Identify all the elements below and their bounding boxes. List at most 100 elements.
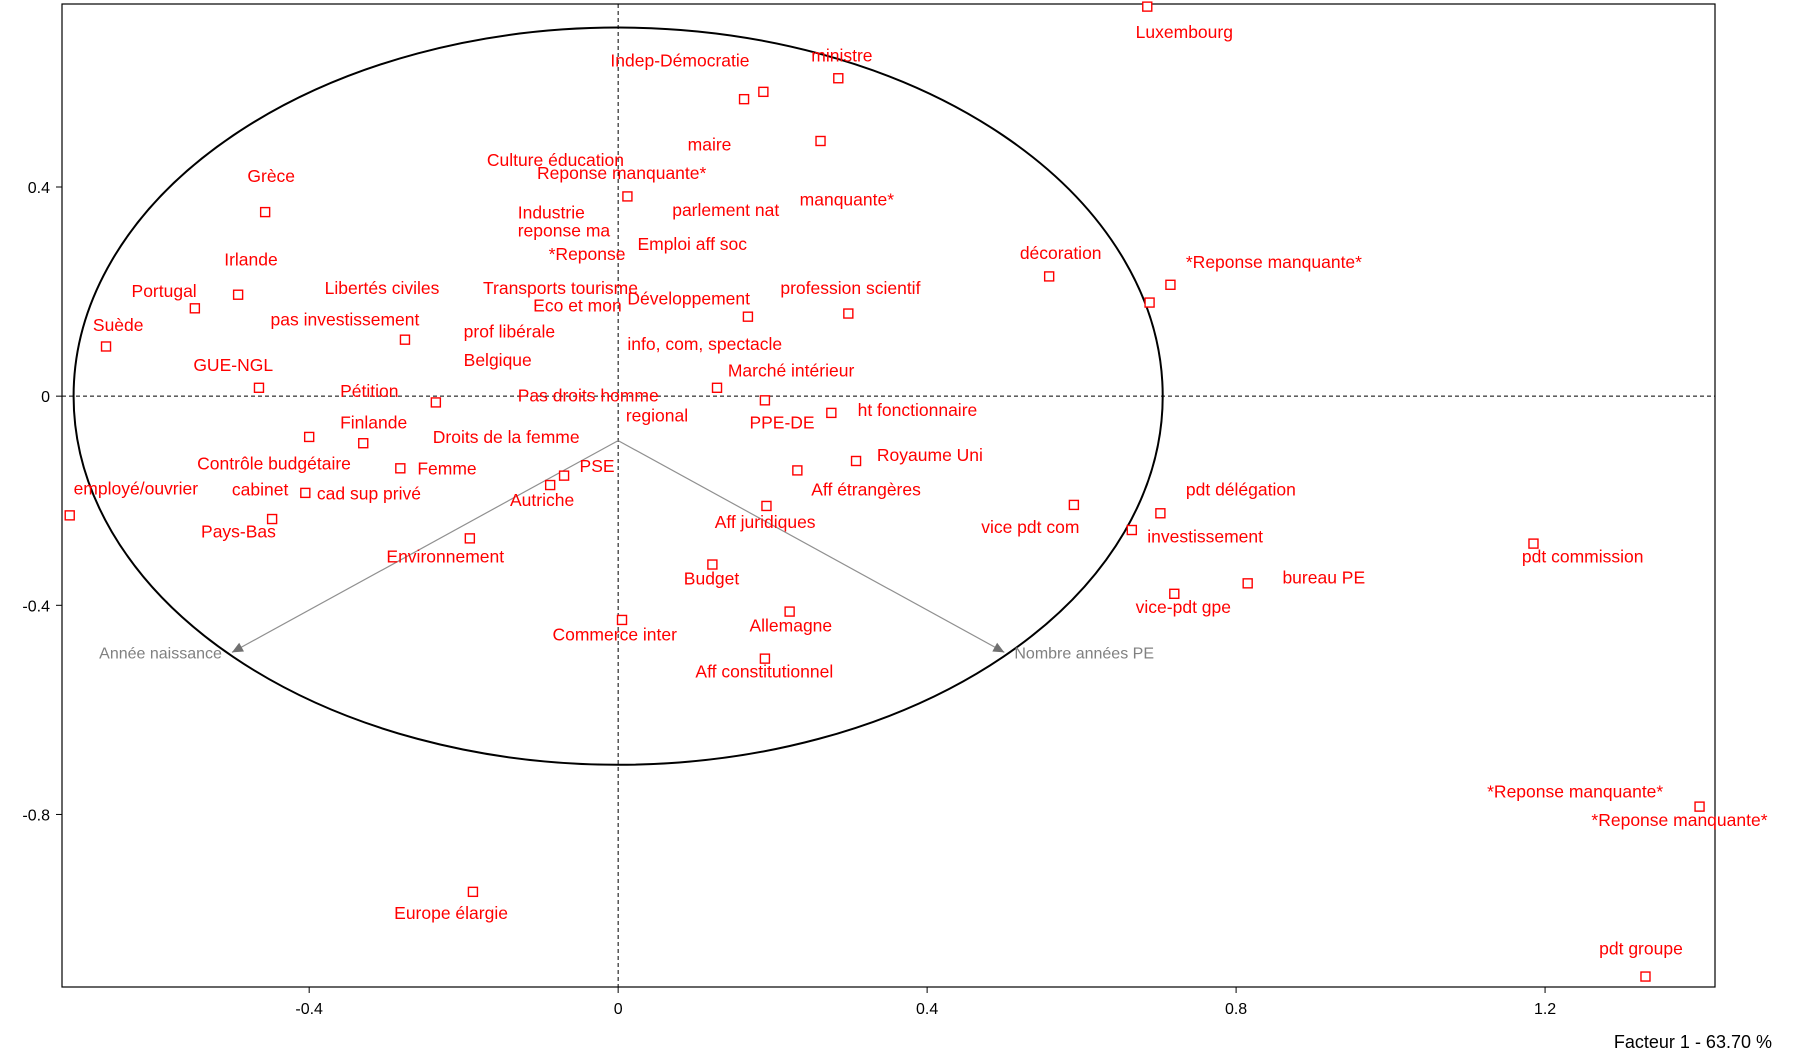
data-point (558, 470, 570, 481)
y-tick-label: -0.8 (22, 807, 50, 824)
data-point (1155, 508, 1166, 519)
data-label: Grèce (247, 166, 295, 186)
data-points (64, 1, 1705, 982)
data-label: Pas droits homme (518, 385, 659, 405)
data-label: Belgique (464, 350, 532, 370)
data-label: PPE-DE (749, 413, 814, 433)
data-label: *Reponse manquante* (1591, 810, 1767, 830)
data-label: Royaume Uni (877, 445, 983, 465)
data-label: *Reponse manquante* (1186, 252, 1362, 272)
data-label: profession scientif (780, 278, 920, 298)
data-label: pdt délégation (1186, 480, 1296, 500)
data-point (100, 341, 112, 352)
x-tick-label: 1.2 (1534, 1001, 1556, 1018)
x-tick-label: 0 (614, 1001, 623, 1018)
y-tick-label: 0 (41, 389, 50, 406)
correlation-ellipse (72, 26, 1164, 766)
data-label: Budget (684, 568, 740, 588)
data-point (738, 93, 750, 105)
data-point (833, 73, 844, 84)
data-point (464, 533, 476, 544)
data-point (622, 191, 633, 202)
data-label: Industrie (518, 202, 585, 222)
data-label: pdt groupe (1599, 939, 1683, 959)
data-point (616, 614, 628, 626)
data-label: pas investissement (271, 310, 420, 330)
data-point (266, 513, 278, 525)
data-label: Finlande (340, 413, 407, 433)
data-point (1640, 971, 1651, 982)
data-point (792, 465, 803, 476)
data-label: GUE-NGL (193, 355, 273, 375)
data-label: *Reponse (549, 244, 626, 264)
data-point (1694, 801, 1705, 812)
data-label: Emploi aff soc (637, 234, 747, 254)
data-label: reponse ma (518, 221, 611, 241)
data-label: Contrôle budgétaire (197, 453, 351, 473)
data-label: Aff juridiques (715, 512, 816, 532)
data-label: Culture éducation (487, 150, 624, 170)
plot-border (61, 3, 1716, 988)
data-label: regional (626, 405, 688, 425)
variable-arrow (231, 440, 619, 653)
data-point (544, 479, 556, 491)
data-point (395, 463, 406, 474)
x-axis-title: Facteur 1 - 63.70 % (1614, 1032, 1772, 1052)
data-point (232, 289, 244, 300)
data-point (759, 395, 771, 406)
data-label: investissement (1147, 527, 1263, 547)
data-label: Eco et mon (533, 295, 622, 315)
variable-arrows: Année naissance Nombre années PE (99, 440, 1154, 662)
data-point (189, 303, 201, 314)
data-point (358, 438, 369, 449)
x-tick-label: -0.4 (295, 1001, 323, 1018)
data-label: Luxembourg (1136, 22, 1233, 42)
data-label: prof libérale (464, 322, 555, 342)
data-label: vice-pdt gpe (1136, 597, 1231, 617)
data-point (758, 86, 769, 98)
variable-label: Nombre années PE (1014, 645, 1154, 662)
data-label: Femme (417, 459, 476, 479)
variable-arrowhead (992, 642, 1005, 653)
data-label: manquante* (800, 189, 895, 209)
data-point (64, 510, 75, 521)
data-label: Marché intérieur (728, 360, 855, 380)
data-label: employé/ouvrier (74, 478, 199, 498)
data-point (1142, 1, 1153, 12)
data-label: vice pdt com (981, 517, 1079, 537)
data-point (1528, 538, 1539, 549)
data-label: Transports tourisme (483, 278, 638, 298)
data-point (467, 886, 479, 898)
data-point (1043, 271, 1055, 282)
data-point (1144, 297, 1155, 308)
data-point (843, 308, 854, 319)
data-label: PSE (580, 456, 615, 476)
data-label: ht fonctionnaire (858, 400, 978, 420)
data-label: Suède (93, 315, 144, 335)
data-label: pdt commission (1522, 546, 1644, 566)
data-point (1242, 578, 1253, 589)
data-point (1169, 588, 1180, 599)
data-label: Pétition (340, 381, 398, 401)
data-label: ministre (811, 46, 872, 66)
variable-arrow (617, 440, 1005, 653)
correlation-circle (72, 26, 1164, 766)
data-label: Reponse manquante* (537, 163, 706, 183)
data-point (815, 135, 826, 147)
data-point (1068, 499, 1080, 511)
data-label: Développement (627, 289, 750, 309)
reference-lines (62, 4, 1715, 987)
data-point (1165, 279, 1176, 290)
data-point (300, 487, 311, 499)
data-label: Allemagne (749, 615, 832, 635)
data-point (1126, 524, 1138, 536)
plot-frame (61, 3, 1716, 988)
data-label: parlement nat (672, 200, 779, 220)
data-point (259, 206, 271, 218)
data-label: Portugal (132, 281, 197, 301)
data-labels: Luxembourg ministre Indep-Démocratie maire C… (74, 22, 1768, 959)
data-point (742, 311, 754, 322)
data-point (253, 382, 265, 393)
data-label: Europe élargie (394, 903, 508, 923)
